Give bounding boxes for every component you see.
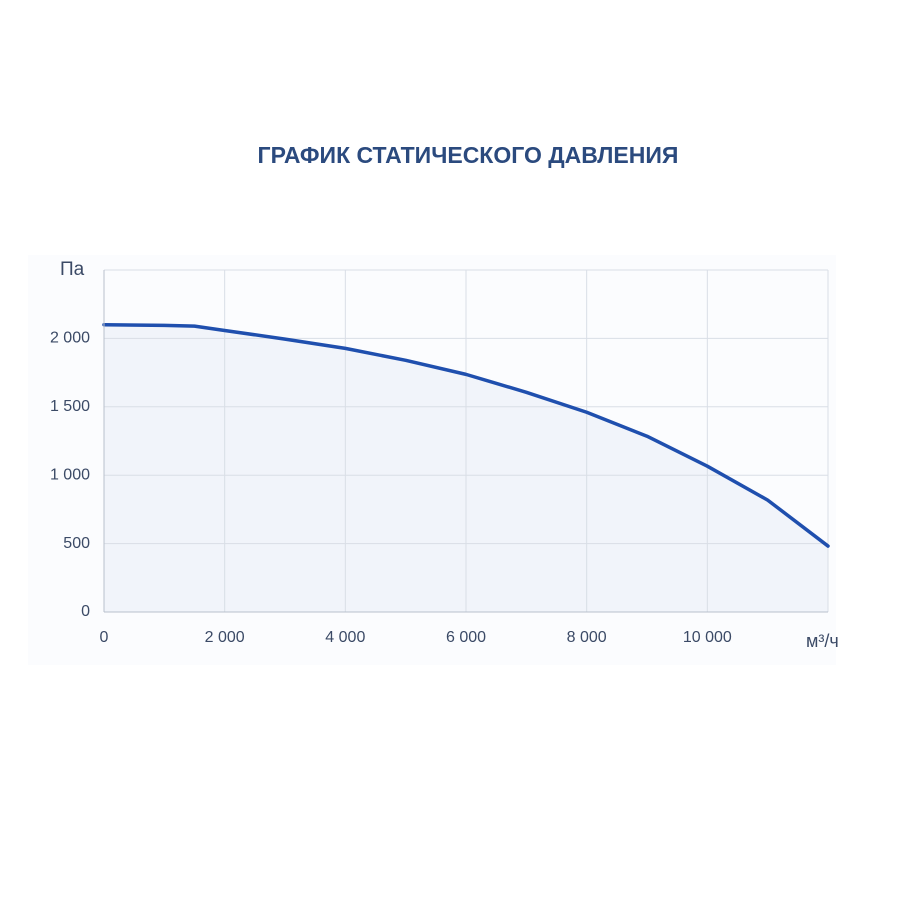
x-tick-label: 6 000 (446, 629, 486, 646)
x-axis-label: м³/ч (806, 631, 839, 651)
x-tick-label: 4 000 (325, 629, 365, 646)
y-tick-label: 500 (63, 535, 90, 552)
x-tick-label: 0 (100, 629, 109, 646)
x-tick-label: 2 000 (205, 629, 245, 646)
chart-title: ГРАФИК СТАТИЧЕСКОГО ДАВЛЕНИЯ (258, 142, 679, 168)
y-tick-label: 2 000 (50, 330, 90, 347)
y-axis-label: Па (60, 259, 85, 280)
y-tick-label: 1 000 (50, 466, 90, 483)
y-tick-label: 0 (81, 603, 90, 620)
x-tick-label: 8 000 (567, 629, 607, 646)
line (102, 322, 830, 548)
x-tick-label: 10 000 (683, 629, 732, 646)
y-tick-label: 1 500 (50, 398, 90, 415)
